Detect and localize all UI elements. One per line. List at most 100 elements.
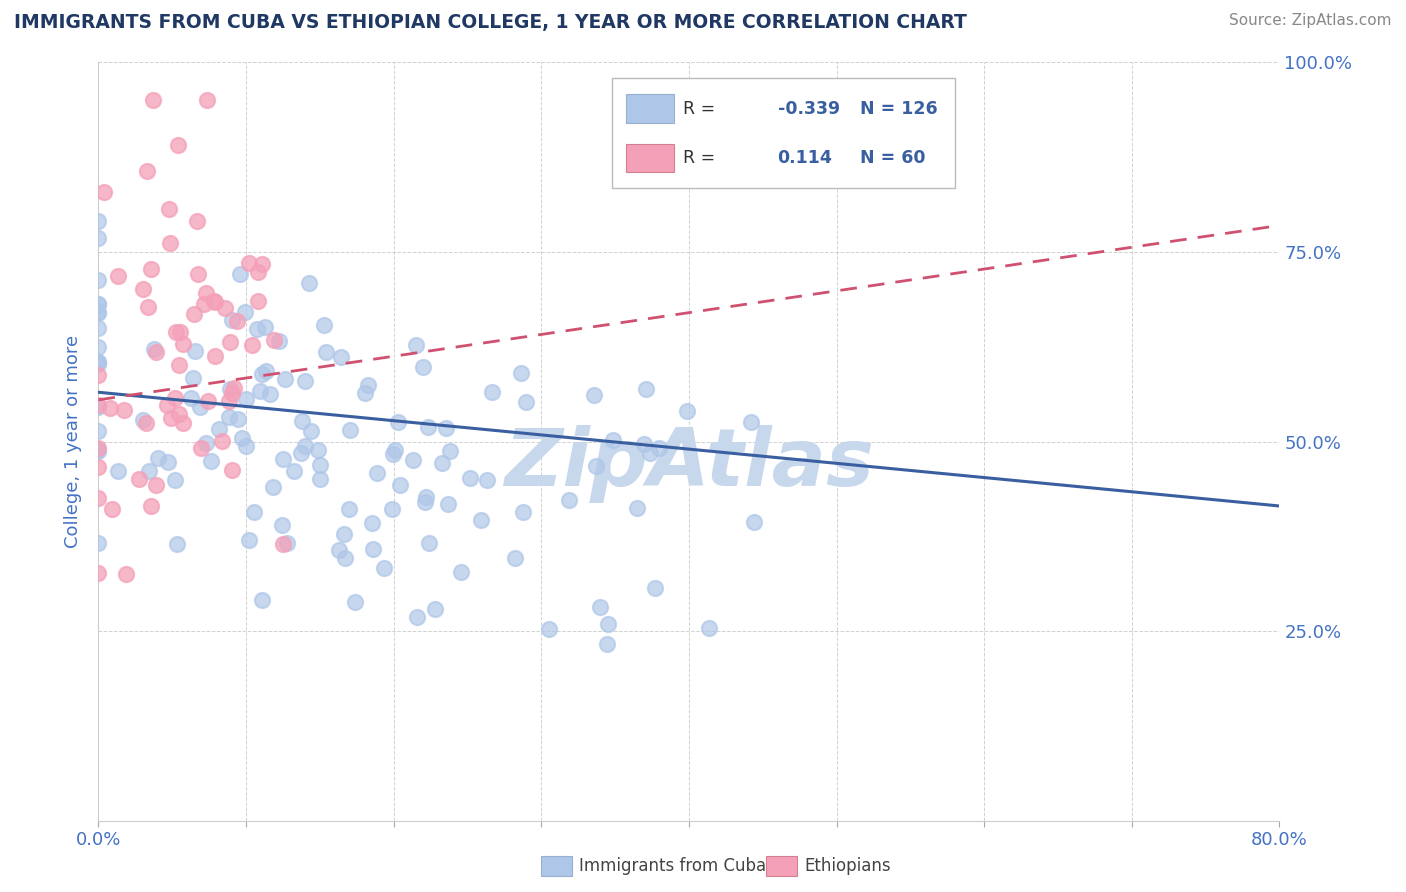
Point (87, 424, 110, 438)
Point (343, 595, 366, 609)
Point (226, 313, 249, 327)
Point (333, 550, 356, 565)
Point (107, 464, 129, 478)
Point (87, 296, 110, 310)
Text: ZipAtlas: ZipAtlas (503, 425, 875, 503)
Point (309, 458, 332, 472)
Point (235, 439, 257, 453)
Point (354, 386, 377, 401)
Point (290, 446, 312, 460)
Point (294, 439, 316, 453)
Point (181, 371, 204, 385)
Text: R =: R = (683, 100, 716, 118)
Point (512, 504, 534, 518)
Point (238, 533, 260, 547)
Point (145, 478, 167, 492)
Point (366, 466, 388, 480)
Point (172, 336, 194, 351)
Text: Source: ZipAtlas.com: Source: ZipAtlas.com (1229, 13, 1392, 29)
Point (186, 214, 208, 228)
Point (87, 401, 110, 415)
Point (294, 374, 316, 388)
Point (384, 443, 406, 458)
Point (195, 285, 218, 300)
Point (190, 442, 212, 456)
Point (240, 337, 263, 351)
Point (132, 282, 155, 296)
Point (361, 541, 384, 556)
Point (475, 473, 498, 487)
Point (135, 416, 157, 430)
Point (515, 395, 537, 409)
Point (510, 366, 533, 380)
Point (537, 623, 560, 637)
Point (146, 451, 169, 466)
Point (197, 393, 219, 408)
Point (271, 537, 294, 551)
Text: Ethiopians: Ethiopians (804, 857, 891, 875)
Bar (626, 144, 673, 172)
Point (402, 452, 425, 467)
Point (267, 334, 290, 348)
Point (87, 305, 110, 319)
Point (233, 304, 256, 318)
Point (218, 394, 240, 409)
Point (211, 434, 233, 448)
Point (381, 501, 404, 516)
Point (315, 345, 337, 359)
Point (87, 566, 110, 580)
Point (387, 415, 409, 429)
Point (249, 384, 271, 399)
Point (439, 444, 461, 458)
Point (229, 268, 252, 282)
Point (165, 473, 187, 487)
Point (187, 267, 209, 281)
Point (252, 367, 274, 381)
Point (156, 398, 179, 412)
Point (139, 499, 162, 513)
Point (413, 494, 436, 508)
Point (200, 454, 222, 468)
Text: 0.114: 0.114 (778, 149, 832, 167)
Point (329, 350, 352, 364)
Point (470, 512, 492, 526)
Point (276, 536, 298, 550)
Point (589, 600, 612, 615)
Point (141, 261, 163, 276)
Point (98, 401, 121, 416)
Point (634, 382, 657, 396)
Point (183, 307, 205, 321)
Point (195, 94, 218, 108)
Point (412, 359, 434, 374)
Point (243, 505, 266, 519)
Point (159, 235, 181, 250)
Point (357, 377, 380, 392)
Point (450, 565, 472, 579)
Point (188, 400, 211, 414)
Point (332, 526, 354, 541)
Point (142, 94, 165, 108)
Point (423, 602, 446, 616)
Point (87, 340, 110, 354)
Point (115, 567, 138, 582)
Point (87, 444, 110, 458)
Point (87, 297, 110, 311)
Point (136, 301, 159, 315)
Point (157, 455, 180, 469)
Point (87, 357, 110, 371)
Bar (626, 95, 673, 123)
Point (107, 268, 129, 283)
Point (405, 338, 427, 352)
Point (291, 414, 314, 428)
Point (328, 543, 350, 558)
Point (382, 446, 405, 460)
Point (259, 387, 281, 401)
Point (252, 593, 274, 607)
Point (193, 297, 215, 311)
Point (437, 497, 460, 511)
Point (602, 434, 624, 448)
Point (246, 265, 269, 279)
Point (250, 257, 273, 271)
Point (93, 185, 115, 199)
Text: Immigrants from Cuba: Immigrants from Cuba (579, 857, 766, 875)
